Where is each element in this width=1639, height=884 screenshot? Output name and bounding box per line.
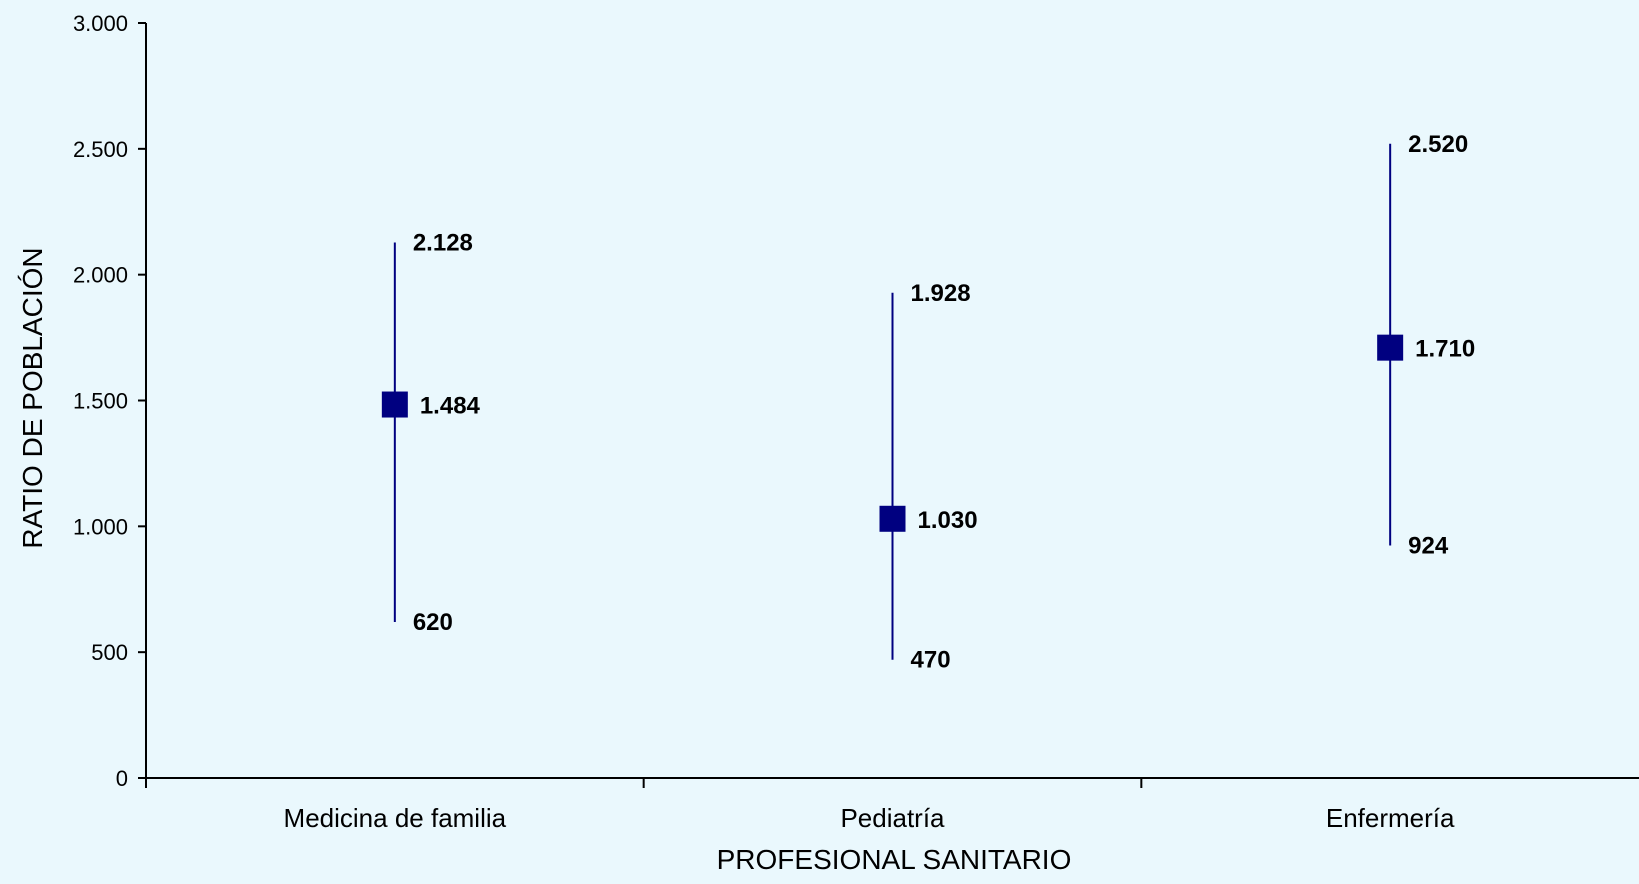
- x-category-label: Medicina de familia: [284, 803, 507, 833]
- y-tick-label: 1.500: [73, 389, 128, 414]
- high-value-label: 1.928: [911, 280, 971, 307]
- y-tick-label: 1.000: [73, 514, 128, 539]
- range-item: 1.928 1.030 470: [879, 280, 978, 674]
- high-value-label: 2.128: [413, 229, 473, 256]
- y-axis-title: RATIO DE POBLACIÓN: [17, 247, 48, 548]
- mid-marker: [1377, 334, 1404, 361]
- y-axis: 0 500 1.000 1.500 2.000 2.500 3.000: [73, 11, 147, 791]
- mid-marker: [879, 505, 906, 532]
- range-item: 2.520 1.710 924: [1377, 131, 1475, 559]
- mid-value-label: 1.030: [918, 507, 978, 534]
- y-tick-label: 3.000: [73, 11, 128, 36]
- range-item: 2.128 1.484 620: [381, 229, 481, 636]
- data-series: 2.128 1.484 620 1.928 1.030 470 2.520 1.710 924: [381, 131, 1475, 674]
- mid-marker: [381, 391, 408, 418]
- y-tick-label: 2.500: [73, 137, 128, 162]
- x-category-label: Pediatría: [840, 803, 945, 833]
- x-category-label: Enfermería: [1326, 803, 1455, 833]
- low-value-label: 620: [413, 609, 453, 636]
- y-tick-label: 0: [116, 766, 128, 791]
- x-axis-title: PROFESIONAL SANITARIO: [717, 844, 1072, 875]
- mid-value-label: 1.484: [420, 393, 481, 420]
- mid-value-label: 1.710: [1415, 336, 1475, 363]
- low-value-label: 470: [911, 647, 951, 674]
- y-tick-label: 2.000: [73, 263, 128, 288]
- high-value-label: 2.520: [1408, 131, 1468, 158]
- x-axis: Medicina de familia Pediatría Enfermería: [145, 777, 1639, 833]
- low-value-label: 924: [1408, 532, 1449, 559]
- y-tick-label: 500: [91, 640, 128, 665]
